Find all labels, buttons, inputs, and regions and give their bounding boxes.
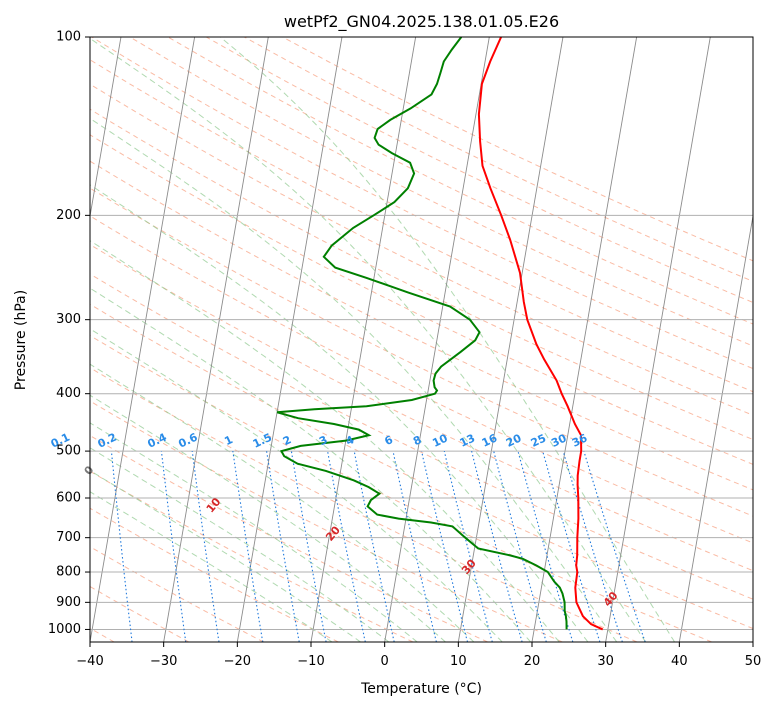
dry-adiabat: [90, 434, 488, 642]
isotherm-line: [236, 37, 343, 642]
moist-adiabat: [90, 447, 390, 642]
mixing-ratio-line: [542, 450, 601, 642]
moist-adiabat: [90, 184, 589, 642]
x-tick-label: 50: [745, 654, 762, 669]
dry-adiabat: [90, 83, 753, 416]
mixing-ratio-line: [110, 451, 133, 642]
dry-adiabat: [90, 243, 753, 572]
isotherm-line: [384, 37, 490, 642]
isotherm-line: [531, 37, 638, 642]
mixing-ratio-line: [327, 451, 366, 642]
isotherm-line: [310, 37, 417, 642]
y-tick-label: 400: [56, 386, 81, 401]
y-axis-label: Pressure (hPa): [13, 290, 29, 390]
x-tick-label: 40: [671, 654, 688, 669]
mixing-ratio-line: [493, 450, 547, 642]
x-tick-label: −10: [297, 654, 324, 669]
dry-adiabat: [91, 37, 753, 370]
isotherm-line: [605, 37, 711, 642]
dry-adiabat: [90, 400, 563, 642]
chart-title: wetPf2_GN04.2025.138.01.05.E26: [284, 12, 559, 32]
temperature-profile: [477, 37, 604, 631]
mixing-ratio-label: 10: [430, 431, 450, 449]
mixing-ratio-line: [392, 450, 437, 642]
dewpoint-profile: [276, 37, 568, 630]
moist-adiabat: [90, 240, 560, 642]
dry-adiabat: [90, 215, 753, 544]
dry-adiabat: [167, 37, 753, 325]
moist-adiabat: [90, 328, 503, 642]
moist-adiabat: [90, 470, 361, 642]
x-tick-label: 20: [524, 654, 541, 669]
mixing-ratio-label: 36: [570, 431, 590, 449]
mixing-ratio-line: [160, 451, 187, 642]
x-tick-label: −40: [76, 654, 103, 669]
mixing-ratio-line: [562, 450, 623, 642]
moist-adiabat: [90, 363, 475, 642]
mixing-ratio-line: [232, 451, 264, 642]
dry-adiabat: [90, 273, 753, 600]
mixing-ratio-label: 16: [480, 431, 500, 449]
mixing-ratio-line: [353, 450, 395, 642]
y-tick-label: 100: [56, 30, 81, 45]
plot-frame: [89, 36, 754, 643]
mixing-ratio-line: [191, 451, 220, 642]
x-tick-label: 10: [450, 654, 467, 669]
mixing-ratio-line: [471, 450, 523, 642]
dry-adiabat: [90, 160, 753, 491]
isotherm-line: [90, 37, 196, 642]
mixing-ratio-label: 25: [529, 432, 548, 450]
x-tick-label: −20: [224, 654, 251, 669]
y-tick-label: 500: [56, 444, 81, 459]
isotherm-line: [457, 37, 564, 642]
mixing-ratio-line: [583, 450, 646, 642]
y-tick-label: 900: [56, 595, 81, 610]
mixing-ratio-line: [421, 450, 469, 642]
mixing-ratio-label: 20: [504, 431, 524, 449]
moist-adiabat: [90, 37, 647, 642]
moist-adiabat: [90, 394, 446, 642]
x-tick-label: −30: [150, 654, 177, 669]
profile-lines: [276, 37, 604, 631]
y-tick-label: 200: [56, 208, 81, 223]
x-axis-label: Temperature (°C): [360, 681, 482, 697]
mixing-ratio-label: 13: [458, 432, 477, 450]
y-tick-label: 600: [56, 491, 81, 506]
dry-adiabat: [90, 303, 753, 630]
moist-adiabat: [90, 422, 418, 642]
isotherm-line: [678, 213, 753, 642]
axes: −40 −30 −20 −10 0 10 20 30 40 50 100 200 300 400 500 60…: [48, 30, 761, 670]
dry-adiabat: [90, 134, 753, 465]
y-tick-label: 300: [56, 312, 81, 327]
y-tick-label: 800: [56, 565, 81, 580]
y-tick-label: 1000: [48, 622, 81, 637]
isotherm-line: [163, 37, 269, 642]
mixing-ratio-line: [443, 450, 493, 642]
dry-adiabat: [90, 507, 339, 642]
x-tick-label: 30: [597, 654, 614, 669]
isotherm-line: [90, 37, 122, 219]
x-tick-label: 0: [381, 654, 389, 669]
mixing-ratio-label: 30: [549, 431, 569, 449]
y-tick-label: 700: [56, 530, 81, 545]
